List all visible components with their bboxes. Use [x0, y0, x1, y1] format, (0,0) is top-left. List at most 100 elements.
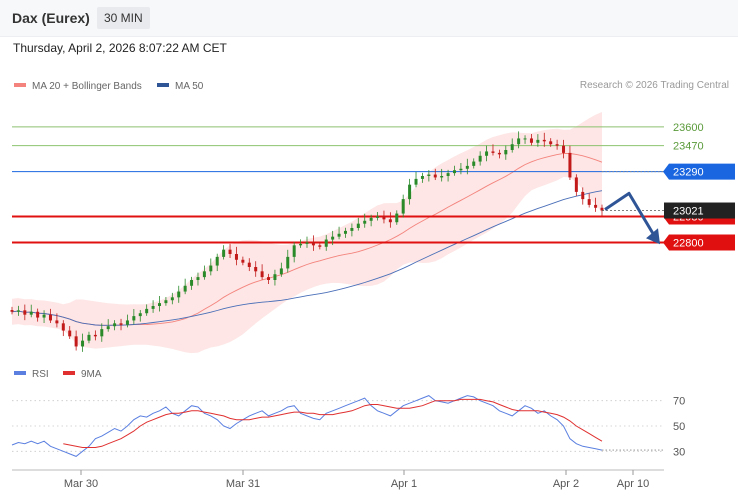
candle-body: [305, 242, 309, 244]
candle-body: [100, 329, 104, 337]
timeframe-button[interactable]: 30 MIN: [97, 7, 150, 29]
candle-body: [279, 268, 283, 275]
legend-ma20-swatch: [14, 83, 26, 88]
candle-body: [343, 230, 347, 234]
candle-body: [453, 170, 456, 174]
level-label-23470: 23470: [673, 141, 704, 153]
candle-body: [202, 271, 206, 278]
candle-body: [138, 313, 142, 317]
level-tag-22800: [663, 234, 735, 251]
candle-body: [215, 256, 219, 266]
datetime-label: Thursday, April 2, 2026 8:07:22 AM CET: [13, 41, 227, 55]
candle-body: [196, 277, 200, 280]
legend-ma50: MA 50: [157, 81, 203, 92]
candle-body: [106, 326, 110, 330]
rsi-line: [11, 395, 603, 457]
candle-body: [254, 267, 258, 272]
candle-body: [36, 311, 40, 318]
legend-rsi-label: RSI: [32, 369, 49, 380]
candle-body: [68, 330, 72, 337]
candle-body: [48, 314, 52, 321]
candle-body: [234, 254, 238, 260]
candle-body: [311, 242, 315, 246]
candle-body: [523, 138, 527, 140]
level-label-23290: 23290: [673, 167, 704, 179]
x-tick-label-Mar-31: Mar 31: [226, 478, 260, 490]
candle-body: [222, 249, 226, 257]
candle-body: [209, 265, 213, 272]
candle-body: [42, 314, 46, 318]
candle-body: [119, 323, 123, 325]
candle-body: [459, 168, 463, 171]
candle-body: [363, 220, 367, 224]
candle-body: [87, 334, 91, 341]
instrument-title: Dax (Eurex): [12, 10, 90, 26]
candle-body: [427, 174, 431, 176]
rsi-tick-30: 30: [673, 446, 685, 458]
rsi-tick-70: 70: [673, 396, 685, 408]
forecast-arrowhead: [646, 228, 660, 245]
candle-body: [529, 138, 533, 143]
legend-9ma-label: 9MA: [81, 369, 102, 380]
candle-body: [331, 236, 335, 240]
candle-body: [29, 311, 33, 315]
candle-body: [382, 216, 386, 220]
candle-body: [562, 145, 566, 153]
candle-body: [414, 178, 418, 185]
candle-body: [465, 165, 469, 169]
candle-body: [446, 173, 450, 176]
credit-text: Research © 2026 Trading Central: [579, 80, 729, 91]
candle-body: [497, 152, 501, 155]
legend-rsi: RSI: [14, 369, 49, 380]
candle-body: [247, 262, 251, 267]
candle-body: [485, 151, 489, 156]
ma50-line: [11, 190, 603, 326]
last-price-tag: [664, 202, 735, 219]
candle-body: [401, 199, 405, 214]
legend-9ma: 9MA: [63, 369, 102, 380]
candle-body: [369, 217, 373, 221]
x-tick-label-Apr-10: Apr 10: [617, 478, 649, 490]
candle-body: [510, 144, 514, 150]
candle-body: [587, 199, 591, 205]
candle-body: [164, 300, 168, 304]
candle-body: [190, 280, 194, 286]
candle-body: [542, 139, 546, 142]
candle-body: [324, 239, 328, 247]
candle-body: [267, 277, 271, 280]
candle-body: [376, 216, 380, 218]
legend-ma20-label: MA 20 + Bollinger Bands: [32, 81, 142, 92]
candle-body: [241, 259, 245, 263]
candle-body: [388, 219, 392, 223]
candle-body: [600, 207, 604, 211]
candle-body: [132, 316, 136, 321]
legend-ma50-label: MA 50: [175, 81, 204, 92]
last-price-label: 23021: [673, 206, 704, 218]
candle-body: [183, 285, 187, 292]
candle-body: [504, 150, 508, 155]
candle-body: [581, 191, 585, 200]
level-label-23600: 23600: [673, 122, 704, 134]
candle-body: [299, 243, 303, 246]
legend-ma20: MA 20 + Bollinger Bands: [14, 81, 142, 92]
candle-body: [568, 152, 572, 178]
candle-body: [125, 320, 129, 325]
candle-body: [16, 310, 20, 312]
candle-body: [170, 297, 174, 301]
candle-body: [337, 233, 341, 237]
header-bar: Dax (Eurex) 30 MIN: [0, 0, 738, 37]
candle-body: [93, 334, 97, 337]
candle-body: [491, 151, 495, 153]
candle-body: [318, 245, 322, 247]
candle-body: [10, 310, 14, 312]
candle-body: [350, 228, 354, 231]
candle-body: [395, 213, 399, 223]
candle-body: [433, 174, 437, 178]
forecast-arrow: [604, 191, 659, 242]
candle-body: [145, 308, 149, 314]
candle-body: [420, 176, 424, 179]
legend-rsi-swatch: [14, 371, 26, 376]
candle-body: [158, 303, 161, 306]
candle-body: [536, 139, 540, 143]
